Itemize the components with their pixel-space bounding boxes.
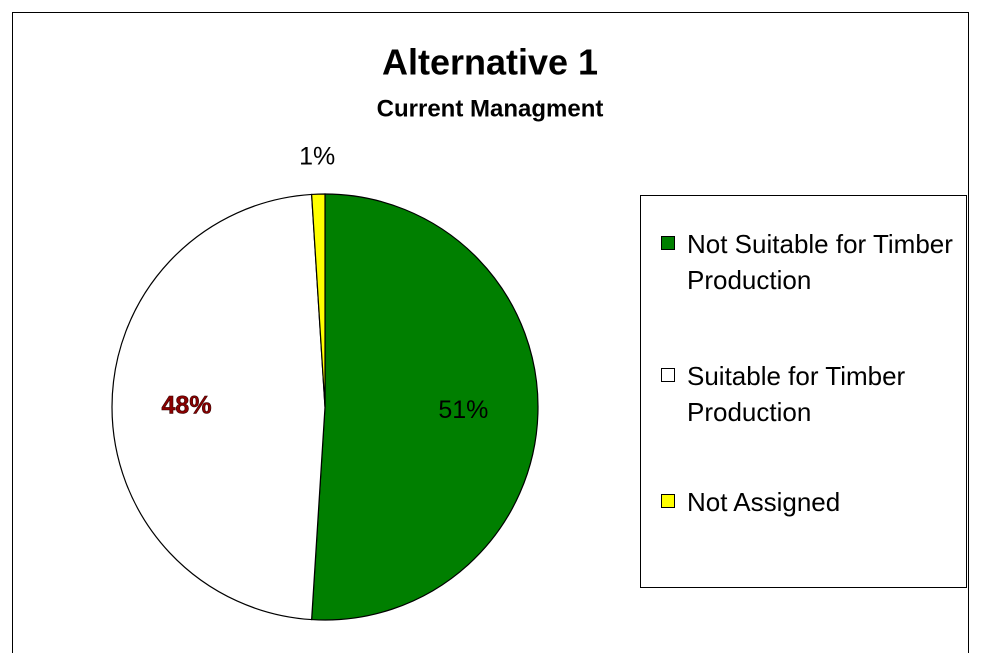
legend-label: Suitable for Timber Production [687,361,906,427]
slice-label: 1% [299,143,335,171]
legend-swatch [661,236,675,250]
chart-subtitle: Current Managment [377,95,604,122]
chart-title: Alternative 1 [382,42,598,83]
pie-slice [310,193,539,621]
legend-swatch [661,368,675,382]
chart-frame [12,12,969,653]
legend: Not Suitable for Timber Production Suitab… [640,195,967,588]
slice-label: 48% [162,392,212,420]
pie-slice [310,193,326,408]
legend-label: Not Assigned [687,487,841,517]
pie-slice [111,193,326,621]
slice-label: 51% [438,396,488,424]
legend-swatch [661,494,675,508]
legend-label: Not Suitable for Timber Production [687,229,953,295]
